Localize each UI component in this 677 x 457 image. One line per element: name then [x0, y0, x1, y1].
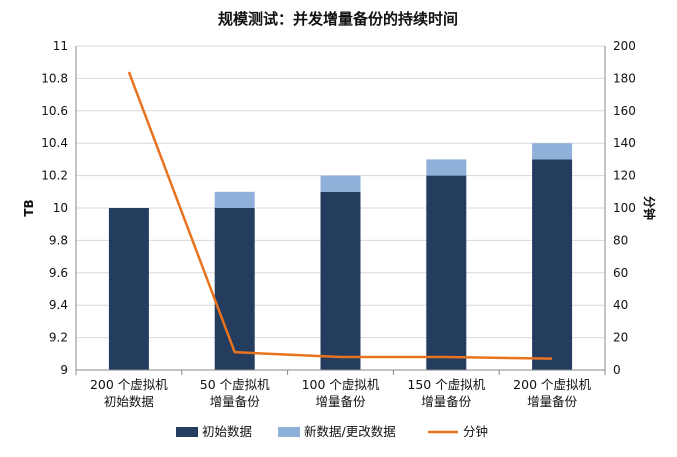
y-tick-label: 10.8: [41, 71, 68, 85]
x-category-label: 增量备份: [315, 394, 366, 409]
legend-label: 初始数据: [202, 424, 252, 439]
bar-initial-data: [214, 208, 255, 370]
x-category-label: 50 个虚拟机: [200, 377, 270, 392]
bar-new-changed-data: [426, 159, 467, 176]
bar-new-changed-data: [532, 143, 573, 160]
y-tick-label: 10.2: [41, 169, 68, 183]
x-category-label: 200 个虚拟机: [90, 377, 168, 392]
y2-axis-title: 分钟: [642, 196, 657, 220]
legend-swatch: [176, 427, 198, 437]
x-category-label: 增量备份: [210, 394, 261, 409]
axes: [75, 46, 606, 375]
legend-label: 新数据/更改数据: [304, 424, 396, 439]
line-series: [127, 71, 553, 360]
bar-initial-data: [320, 191, 361, 370]
y-tick-label: 9.2: [49, 331, 68, 345]
y2-tick-label: 40: [613, 298, 628, 312]
y-tick-label: 9: [60, 363, 68, 377]
y-tick-label: 10.6: [41, 104, 68, 118]
y-tick-label: 9.4: [49, 298, 68, 312]
y2-tick-label: 180: [613, 71, 636, 85]
y2-tick-label: 20: [613, 331, 628, 345]
bar-initial-data: [108, 208, 149, 370]
y-tick-label: 11: [53, 39, 68, 53]
y-tick-label: 9.6: [49, 266, 68, 280]
bar-new-changed-data: [214, 191, 255, 208]
bars: [108, 143, 573, 370]
bar-initial-data: [426, 175, 467, 370]
y2-tick-label: 120: [613, 169, 636, 183]
chart-title: 规模测试：并发增量备份的持续时间: [218, 10, 458, 28]
y-tick-label: 10.4: [41, 136, 68, 150]
y-tick-label: 9.8: [49, 233, 68, 247]
y-tick-label: 10: [53, 201, 68, 215]
bar-initial-data: [532, 159, 573, 370]
x-category-label: 增量备份: [421, 394, 472, 409]
x-category-label: 200 个虚拟机: [513, 377, 591, 392]
y2-tick-label: 0: [613, 363, 621, 377]
legend-label: 分钟: [463, 424, 488, 439]
x-category-label: 100 个虚拟机: [302, 377, 380, 392]
x-category-label: 150 个虚拟机: [407, 377, 485, 392]
y2-tick-label: 160: [613, 104, 636, 118]
legend: 初始数据 新数据/更改数据 分钟: [176, 424, 488, 439]
y-axis-title: TB: [22, 199, 36, 216]
y2-tick-label: 80: [613, 233, 628, 247]
y2-tick-label: 140: [613, 136, 636, 150]
y2-tick-label: 100: [613, 201, 636, 215]
bar-new-changed-data: [320, 175, 361, 192]
y2-tick-label: 200: [613, 39, 636, 53]
tick-labels: 1110.810.610.410.2109.89.69.49.292001801…: [41, 39, 636, 377]
legend-swatch: [278, 427, 300, 437]
y2-tick-label: 60: [613, 266, 628, 280]
x-category-label: 增量备份: [527, 394, 578, 409]
x-category-label: 初始数据: [104, 394, 154, 409]
